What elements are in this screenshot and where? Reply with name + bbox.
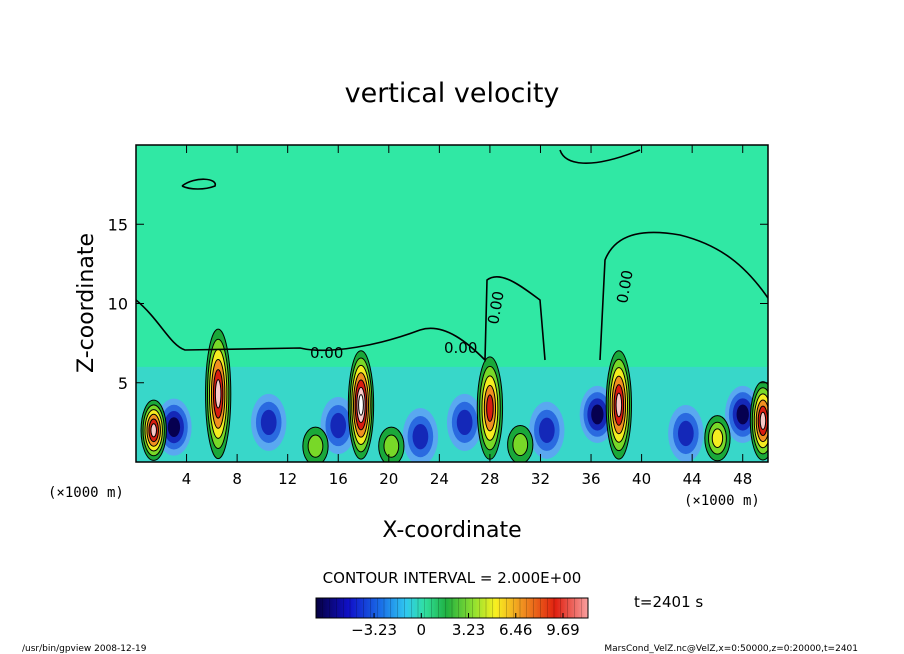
contour-label: 0.00 xyxy=(310,344,343,362)
y-axis-label: Z-coordinate xyxy=(74,233,99,373)
downdraft-cell xyxy=(330,412,347,439)
updraft-cell xyxy=(214,379,222,409)
x-tick-label: 20 xyxy=(379,470,398,488)
x-tick-label: 36 xyxy=(581,470,600,488)
x-tick-label: 24 xyxy=(430,470,449,488)
updraft-cell xyxy=(615,392,623,418)
downdraft-cell xyxy=(260,409,277,436)
updraft-cell xyxy=(512,432,529,457)
colorbar-tick-label: 9.69 xyxy=(546,621,579,639)
downdraft-cell xyxy=(167,417,181,438)
downdraft-cell xyxy=(736,404,749,425)
contour-label: 0.00 xyxy=(613,269,637,305)
y-tick-label: 15 xyxy=(108,215,128,234)
x-tick-label: 44 xyxy=(683,470,702,488)
downdraft-cell xyxy=(538,417,555,443)
x-tick-label: 48 xyxy=(733,470,752,488)
updraft-cell xyxy=(307,434,324,458)
contour-label: 0.00 xyxy=(444,339,477,357)
x-tick-label: 12 xyxy=(278,470,297,488)
x-tick-label: 16 xyxy=(329,470,348,488)
x-unit-label-left: (×1000 m) xyxy=(48,485,124,501)
chart-title: vertical velocity xyxy=(345,78,560,109)
x-ticks: 4 8 12 16 20 24 28 32 36 40 44 48 xyxy=(182,145,752,488)
contour-interval-text: CONTOUR INTERVAL = 2.000E+00 xyxy=(323,569,582,587)
downdraft-cell xyxy=(677,420,694,447)
contour-label: 0.00 xyxy=(484,290,508,326)
zero-contour xyxy=(136,149,768,362)
downdraft-cell xyxy=(412,423,429,450)
x-unit-label-right: (×1000 m) xyxy=(684,493,760,509)
updraft-cell xyxy=(358,394,364,416)
x-axis-label: X-coordinate xyxy=(382,518,521,543)
updraft-cell xyxy=(150,423,157,438)
updraft-cell xyxy=(759,411,767,430)
y-tick-label: 10 xyxy=(108,295,128,314)
time-label: t=2401 s xyxy=(634,593,703,611)
x-tick-label: 8 xyxy=(232,470,242,488)
colorbar-tick-label: −3.23 xyxy=(351,621,397,639)
x-tick-label: 4 xyxy=(182,470,192,488)
footer-program: /usr/bin/gpview 2008-12-19 xyxy=(22,644,147,654)
y-ticks: 5 10 15 xyxy=(108,215,768,393)
downdraft-cell xyxy=(456,409,473,436)
downdraft-cell xyxy=(591,404,604,425)
colorbar-bands xyxy=(322,598,582,618)
plot-area: 0.00 0.00 0.00 0.00 4 8 12 16 20 24 28 32 36 40 44… xyxy=(108,144,769,488)
x-tick-label: 32 xyxy=(531,470,550,488)
updraft-cell xyxy=(486,394,494,422)
velocity-field xyxy=(136,328,768,462)
colorbar-tick-label: 3.23 xyxy=(452,621,485,639)
x-tick-label: 40 xyxy=(632,470,651,488)
colorbar-ticks: −3.23 0 3.23 6.46 9.69 xyxy=(351,613,580,639)
updraft-cell xyxy=(711,428,724,449)
zero-contour-line xyxy=(136,149,768,362)
x-tick-label: 28 xyxy=(480,470,499,488)
colorbar-tick-label: 0 xyxy=(417,621,427,639)
contour-labels: 0.00 0.00 0.00 0.00 xyxy=(310,269,637,362)
updraft-cell xyxy=(383,434,400,458)
footer-source: MarsCond_VelZ.nc@VelZ,x=0:50000,z=0:2000… xyxy=(604,644,858,654)
colorbar-tick-label: 6.46 xyxy=(499,621,532,639)
y-tick-label: 5 xyxy=(118,374,128,393)
